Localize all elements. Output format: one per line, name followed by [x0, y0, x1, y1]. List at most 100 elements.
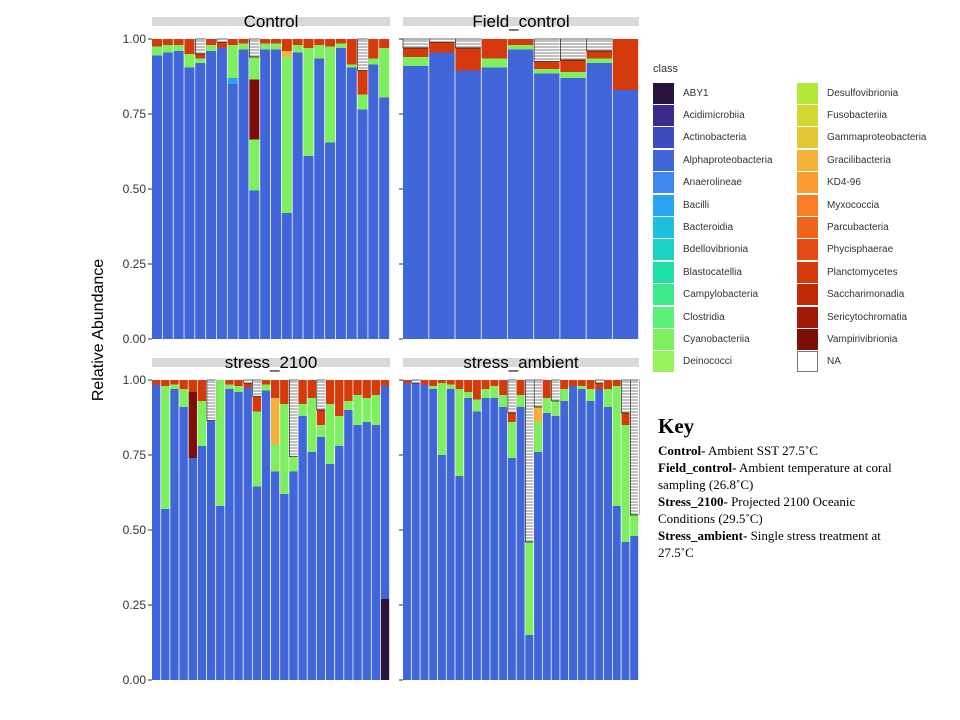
bar-segment — [271, 444, 281, 472]
bar-segment — [227, 39, 239, 45]
bar-segment — [197, 401, 207, 446]
bar-segment — [281, 57, 293, 213]
bar-separator — [559, 380, 561, 680]
legend-swatch — [797, 217, 818, 239]
bar-segment — [179, 380, 189, 389]
bar-segment — [551, 379, 561, 402]
bar-separator — [187, 380, 189, 680]
bar-segment — [577, 386, 587, 389]
legend-label: Clostridia — [683, 311, 725, 323]
legend-item: Clostridia — [653, 306, 797, 328]
bar-segment — [314, 45, 326, 59]
bar-segment — [307, 452, 317, 680]
bar-segment — [481, 389, 491, 398]
bar-segment — [225, 384, 235, 389]
bar-separator — [507, 380, 508, 680]
bar-segment — [403, 66, 430, 339]
bar-segment — [357, 70, 369, 95]
bar-segment — [184, 67, 196, 339]
facet-title: stress_2100 — [225, 353, 318, 372]
legend-item: Planctomycetes — [797, 261, 941, 283]
bar-segment — [612, 506, 622, 680]
bar-segment — [206, 420, 217, 680]
bar-segment — [225, 389, 235, 680]
legend-swatch — [653, 306, 674, 328]
bar-segment — [542, 380, 552, 398]
bar-segment — [346, 67, 358, 339]
bar-segment — [252, 396, 262, 412]
bar-segment — [507, 39, 535, 45]
bar-separator — [261, 380, 262, 680]
bar-separator — [281, 39, 282, 339]
bar-separator — [445, 380, 447, 680]
bar-separator — [178, 380, 180, 680]
key-desc: Ambient SST 27.5˚C — [705, 443, 818, 458]
bar-segment — [152, 55, 163, 339]
bar-separator — [507, 39, 508, 339]
key-desc: Ambient temperature at coral sampling (2… — [658, 460, 892, 492]
legend-label: Bdellovibrionia — [683, 244, 749, 256]
y-tick-label: 0.00 — [123, 332, 147, 346]
facet-panel: stress_2100 0.00 0.25 0.50 0.75 1.00 — [123, 353, 390, 687]
key-term: Stress_ambient- — [658, 528, 748, 543]
bar-segment — [298, 404, 308, 416]
bar-segment — [507, 49, 535, 339]
bar-separator — [577, 380, 578, 680]
bar-segment — [195, 58, 207, 63]
bar-separator — [410, 380, 412, 680]
bar-segment — [420, 380, 430, 385]
bar-segment — [362, 398, 372, 422]
bar-segment — [243, 387, 253, 680]
bar-segment — [577, 389, 587, 680]
legend-item: Sericytochromatia — [797, 306, 941, 328]
bar-separator — [454, 380, 456, 680]
bar-separator — [389, 39, 390, 339]
bar-segment — [429, 52, 456, 339]
bar-segment — [455, 389, 465, 476]
bar-segment — [346, 39, 358, 65]
y-axis-label: Relative Abundance — [90, 259, 107, 401]
legend-label: Vampirivibrionia — [827, 333, 898, 345]
bar-separator — [568, 380, 570, 680]
bar-segment — [325, 46, 336, 143]
bar-segment — [325, 142, 336, 339]
legend-swatch — [797, 306, 818, 328]
bar-segment — [368, 58, 380, 65]
bar-segment — [271, 43, 282, 50]
bar-separator — [489, 380, 491, 680]
bar-segment — [357, 38, 369, 71]
bar-segment — [429, 380, 438, 386]
bar-separator — [215, 380, 217, 680]
bar-segment — [238, 43, 250, 50]
key-entry-control: Control- Ambient SST 27.5˚C — [658, 442, 898, 459]
bar-separator — [480, 39, 482, 339]
legend-label: Anaerolineae — [683, 177, 742, 189]
legend-swatch — [653, 172, 674, 194]
bar-segment — [630, 515, 639, 536]
bar-segment — [170, 384, 180, 389]
bar-segment — [455, 380, 465, 389]
bar-segment — [490, 398, 500, 680]
bar-segment — [368, 39, 380, 59]
legend-item: Anaerolineae — [653, 172, 797, 194]
bar-segment — [612, 380, 622, 386]
legend-swatch — [653, 328, 674, 350]
legend-title: class — [653, 63, 679, 75]
bar-separator — [454, 39, 456, 339]
bar-segment — [621, 413, 631, 425]
legend-swatch — [797, 239, 818, 261]
bar-segment — [534, 69, 561, 74]
bar-segment — [216, 38, 229, 43]
legend-swatch — [653, 105, 674, 127]
bar-separator — [160, 380, 162, 680]
bar-segment — [252, 486, 262, 680]
bar-separator — [524, 380, 526, 680]
bar-separator — [242, 380, 244, 680]
bar-segment — [170, 380, 180, 385]
bar-segment — [170, 389, 180, 680]
bar-segment — [586, 63, 613, 339]
bar-segment — [271, 398, 281, 445]
bar-segment — [280, 380, 290, 404]
legend-label: Cyanobacteriia — [683, 333, 750, 345]
bar-segment — [152, 46, 163, 56]
